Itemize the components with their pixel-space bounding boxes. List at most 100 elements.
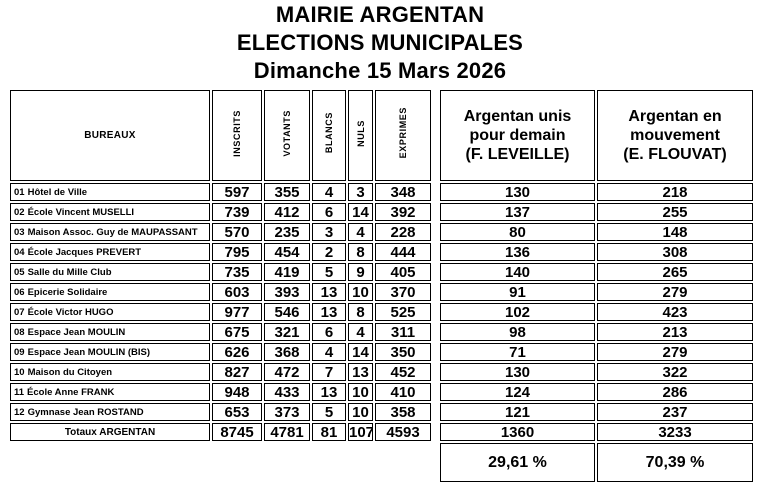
- leveille-votes-value: 136: [440, 243, 595, 261]
- candidate-leveille-list-line-2: pour demain: [469, 127, 566, 144]
- flouvat-votes-value: 213: [597, 323, 753, 341]
- leveille-votes-value: 102: [440, 303, 595, 321]
- exprimes-value: 452: [375, 363, 431, 381]
- inscrits-total-value: 8745: [212, 423, 262, 441]
- bureau-code: 10: [14, 366, 25, 378]
- leveille-votes-value: 137: [440, 203, 595, 221]
- bureau-code: 06: [14, 286, 25, 298]
- bureau-row: 07 École Victor HUGO 977 546 13 8 525: [10, 303, 431, 321]
- bureau-name: 10 Maison du Citoyen: [10, 363, 210, 381]
- page-title: MAIRIE ARGENTAN ELECTIONS MUNICIPALES Di…: [0, 1, 760, 85]
- votants-value: 546: [264, 303, 310, 321]
- blancs-header-label: BLANCS: [324, 112, 334, 154]
- blancs-column-header: BLANCS: [312, 90, 346, 181]
- blancs-value: 3: [312, 223, 346, 241]
- nuls-value: 10: [348, 403, 373, 421]
- flouvat-total-value: 3233: [597, 423, 753, 441]
- blancs-value: 2: [312, 243, 346, 261]
- exprimes-value: 410: [375, 383, 431, 401]
- nuls-value: 10: [348, 283, 373, 301]
- candidate-votes-row: 121 237: [440, 403, 753, 421]
- leveille-votes-value: 124: [440, 383, 595, 401]
- nuls-column-header: NULS: [348, 90, 373, 181]
- inscrits-value: 735: [212, 263, 262, 281]
- candidate-totals-row: 1360 3233: [440, 423, 753, 441]
- votants-value: 355: [264, 183, 310, 201]
- flouvat-votes-value: 423: [597, 303, 753, 321]
- nuls-value: 14: [348, 203, 373, 221]
- exprimes-value: 405: [375, 263, 431, 281]
- candidate-votes-row: 137 255: [440, 203, 753, 221]
- inscrits-value: 597: [212, 183, 262, 201]
- exprimes-value: 228: [375, 223, 431, 241]
- inscrits-value: 977: [212, 303, 262, 321]
- flouvat-votes-value: 255: [597, 203, 753, 221]
- inscrits-value: 653: [212, 403, 262, 421]
- leveille-total-value: 1360: [440, 423, 595, 441]
- nuls-value: 3: [348, 183, 373, 201]
- nuls-value: 9: [348, 263, 373, 281]
- bureau-row: 05 Salle du Mille Club 735 419 5 9 405: [10, 263, 431, 281]
- leveille-votes-value: 140: [440, 263, 595, 281]
- inscrits-value: 948: [212, 383, 262, 401]
- bureau-code: 04: [14, 246, 25, 258]
- votants-header-label: VOTANTS: [282, 109, 292, 157]
- blancs-value: 5: [312, 263, 346, 281]
- nuls-value: 8: [348, 243, 373, 261]
- nuls-value: 14: [348, 343, 373, 361]
- exprimes-value: 444: [375, 243, 431, 261]
- inscrits-value: 675: [212, 323, 262, 341]
- exprimes-value: 525: [375, 303, 431, 321]
- bureau-row: 11 École Anne FRANK 948 433 13 10 410: [10, 383, 431, 401]
- flouvat-votes-value: 148: [597, 223, 753, 241]
- bureau-row: 04 École Jacques PREVERT 795 454 2 8 444: [10, 243, 431, 261]
- nuls-value: 13: [348, 363, 373, 381]
- bureau-row: 12 Gymnase Jean ROSTAND 653 373 5 10 358: [10, 403, 431, 421]
- inscrits-column-header: INSCRITS: [212, 90, 262, 181]
- bureau-name-label: École Vincent MUSELLI: [27, 206, 135, 218]
- bureau-name: 12 Gymnase Jean ROSTAND: [10, 403, 210, 421]
- candidate-votes-row: 140 265: [440, 263, 753, 281]
- bureau-name-label: École Anne FRANK: [27, 386, 115, 398]
- bureau-code: 02: [14, 206, 25, 218]
- bureau-name-label: Maison du Citoyen: [27, 366, 113, 378]
- votants-value: 321: [264, 323, 310, 341]
- inscrits-value: 570: [212, 223, 262, 241]
- candidate-flouvat-list-line-1: Argentan en: [628, 108, 722, 125]
- exprimes-value: 358: [375, 403, 431, 421]
- candidate-votes-row: 124 286: [440, 383, 753, 401]
- flouvat-votes-value: 218: [597, 183, 753, 201]
- candidates-results-table: Argentan unis pour demain (F. LEVEILLE) …: [438, 88, 755, 484]
- exprimes-column-header: EXPRIMES: [375, 90, 431, 181]
- nuls-total-value: 107: [348, 423, 373, 441]
- bureau-name-label: Gymnase Jean ROSTAND: [27, 406, 144, 418]
- bureau-row: 02 École Vincent MUSELLI 739 412 6 14 392: [10, 203, 431, 221]
- candidate-votes-row: 130 218: [440, 183, 753, 201]
- totals-label: Totaux ARGENTAN: [10, 423, 210, 441]
- bureau-code: 03: [14, 226, 25, 238]
- blancs-value: 5: [312, 403, 346, 421]
- bureau-code: 12: [14, 406, 25, 418]
- bureau-name: 05 Salle du Mille Club: [10, 263, 210, 281]
- exprimes-value: 311: [375, 323, 431, 341]
- candidate-votes-row: 130 322: [440, 363, 753, 381]
- bureau-row: 06 Epicerie Solidaire 603 393 13 10 370: [10, 283, 431, 301]
- votants-value: 433: [264, 383, 310, 401]
- blancs-value: 4: [312, 343, 346, 361]
- nuls-value: 10: [348, 383, 373, 401]
- bureau-name: 06 Epicerie Solidaire: [10, 283, 210, 301]
- nuls-value: 8: [348, 303, 373, 321]
- exprimes-header-label: EXPRIMES: [398, 107, 408, 159]
- blancs-value: 13: [312, 303, 346, 321]
- candidate-votes-row: 91 279: [440, 283, 753, 301]
- candidate-leveille-header: Argentan unis pour demain (F. LEVEILLE): [440, 90, 595, 181]
- candidate-leveille-list-line-1: Argentan unis: [463, 108, 572, 125]
- candidates-header-row: Argentan unis pour demain (F. LEVEILLE) …: [440, 90, 753, 181]
- leveille-votes-value: 130: [440, 363, 595, 381]
- candidate-votes-row: 102 423: [440, 303, 753, 321]
- flouvat-votes-value: 308: [597, 243, 753, 261]
- title-line-date: Dimanche 15 Mars 2026: [253, 58, 507, 83]
- exprimes-value: 348: [375, 183, 431, 201]
- inscrits-value: 795: [212, 243, 262, 261]
- candidate-votes-row: 71 279: [440, 343, 753, 361]
